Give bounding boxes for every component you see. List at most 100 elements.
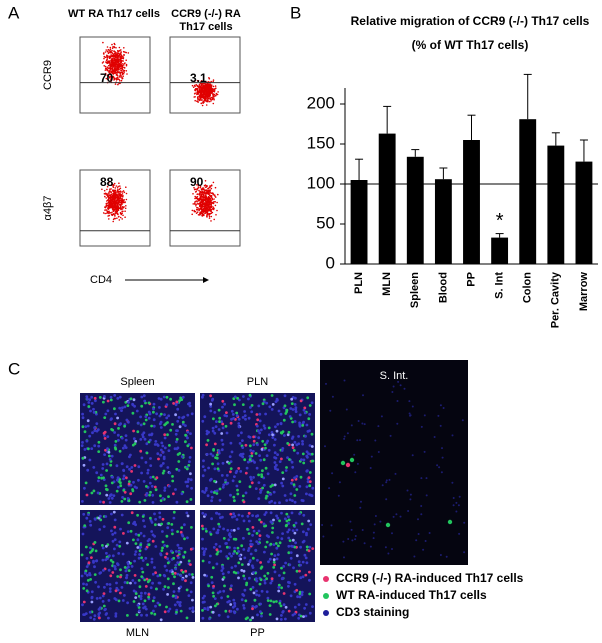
cell-dot <box>226 529 229 532</box>
cell-dot <box>305 603 308 606</box>
cell-dot <box>110 513 113 516</box>
cell-dot <box>415 539 417 541</box>
cell-dot <box>306 546 309 549</box>
event-dot <box>197 209 199 211</box>
cell-dot <box>311 494 314 497</box>
event-dot <box>115 61 117 63</box>
cell-dot <box>149 457 152 460</box>
cell-dot <box>176 420 179 423</box>
event-dot <box>196 200 198 202</box>
cell-dot <box>301 443 304 446</box>
event-dot <box>204 91 206 93</box>
event-dot <box>113 61 115 63</box>
event-dot <box>111 68 113 70</box>
cell-dot <box>218 545 221 548</box>
cell-dot <box>212 566 215 569</box>
cell-dot <box>298 560 301 563</box>
cell-dot <box>143 535 146 538</box>
cell-dot <box>218 420 221 423</box>
event-dot <box>120 205 122 207</box>
event-dot <box>117 65 119 67</box>
cell-dot <box>172 402 175 405</box>
cell-dot <box>241 515 244 518</box>
cell-dot <box>218 428 221 431</box>
cell-dot <box>239 442 242 445</box>
event-dot <box>121 77 123 79</box>
cell-dot <box>263 458 266 461</box>
cell-dot <box>160 449 163 452</box>
event-dot <box>110 49 112 51</box>
cell-dot <box>86 565 89 568</box>
cell-dot <box>139 450 142 453</box>
cell-dot <box>151 485 154 488</box>
cell-dot <box>89 547 92 550</box>
cell-dot <box>389 479 391 481</box>
event-dot <box>114 183 116 185</box>
cell-dot <box>276 423 279 426</box>
cell-dot <box>166 545 169 548</box>
cell-dot <box>143 422 146 425</box>
cell-dot <box>332 396 334 398</box>
cell-dot <box>275 457 278 460</box>
cell-dot <box>247 461 250 464</box>
cell-dot <box>160 421 163 424</box>
cell-dot <box>360 501 362 503</box>
cell-dot <box>231 451 234 454</box>
cell-dot <box>290 557 293 560</box>
cell-dot <box>292 446 295 449</box>
cell-dot <box>147 540 150 543</box>
event-dot <box>120 217 122 219</box>
cell-dot <box>288 563 291 566</box>
cell-dot <box>311 433 314 436</box>
event-dot <box>116 78 118 80</box>
cell-dot <box>99 515 102 518</box>
event-dot <box>213 96 215 98</box>
cell-dot <box>115 612 118 615</box>
cell-dot <box>227 571 230 574</box>
cell-dot <box>175 401 178 404</box>
cell-dot <box>191 599 194 602</box>
event-dot <box>197 96 199 98</box>
cell-dot <box>140 396 143 399</box>
event-dot <box>201 99 203 101</box>
cell-dot <box>154 518 157 521</box>
event-dot <box>116 203 118 205</box>
cell-dot <box>258 432 261 435</box>
event-dot <box>115 204 117 206</box>
cell-dot <box>103 605 106 608</box>
event-dot <box>199 100 201 102</box>
event-dot <box>124 210 126 212</box>
event-dot <box>119 63 121 65</box>
event-dot <box>193 96 195 98</box>
cell-dot <box>88 398 91 401</box>
cell-dot <box>136 613 139 616</box>
event-dot <box>117 214 119 216</box>
event-dot <box>116 217 118 219</box>
event-dot <box>204 202 206 204</box>
cell-dot <box>262 402 265 405</box>
cell-dot <box>221 406 224 409</box>
cell-dot <box>167 522 170 525</box>
cell-dot <box>212 449 215 452</box>
cell-dot <box>458 533 460 535</box>
cell-dot <box>307 417 310 420</box>
cell-dot <box>176 601 179 604</box>
event-dot <box>201 195 203 197</box>
event-dot <box>120 55 122 57</box>
cell-dot <box>151 558 154 561</box>
cell-dot <box>246 467 249 470</box>
cell-dot <box>346 409 348 411</box>
cell-dot <box>293 476 296 479</box>
cell-dot <box>125 439 128 442</box>
cell-dot <box>101 544 104 547</box>
cell-dot <box>309 523 312 526</box>
cell-dot <box>285 524 288 527</box>
cell-dot <box>117 476 120 479</box>
cell-dot <box>126 542 129 545</box>
cell-dot <box>233 499 236 502</box>
event-dot <box>118 216 120 218</box>
legend-swatch <box>323 593 329 599</box>
cell-dot <box>284 562 287 565</box>
event-dot <box>209 216 211 218</box>
event-dot <box>123 54 125 56</box>
